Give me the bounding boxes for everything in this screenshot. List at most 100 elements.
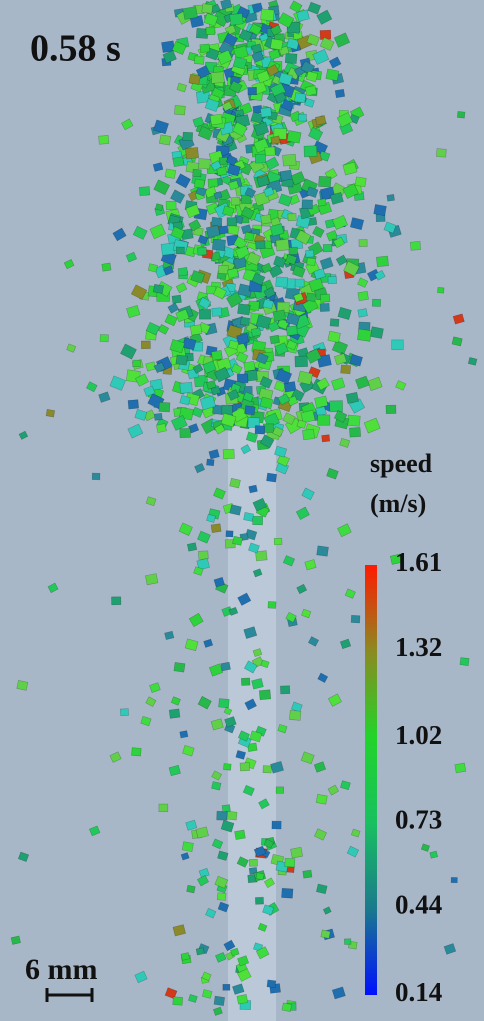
particle xyxy=(250,327,262,337)
particle xyxy=(257,922,268,932)
particle xyxy=(249,730,263,743)
particle xyxy=(270,135,281,145)
particle xyxy=(276,454,290,467)
particle xyxy=(327,693,342,707)
particle xyxy=(210,71,225,84)
particle xyxy=(211,307,223,317)
particle xyxy=(443,943,457,955)
particle xyxy=(185,819,198,831)
particle xyxy=(202,360,217,374)
particle xyxy=(319,303,330,312)
particle xyxy=(302,869,313,879)
particle xyxy=(112,227,127,242)
particle xyxy=(262,904,275,916)
particle xyxy=(244,405,256,416)
particle xyxy=(308,277,325,293)
particle xyxy=(239,762,251,772)
particle xyxy=(140,715,152,727)
particle xyxy=(156,423,167,433)
particle xyxy=(331,339,349,356)
colorbar-title: speed xyxy=(370,449,433,478)
particle xyxy=(355,375,370,390)
particle xyxy=(10,935,21,945)
scale-bar-label: 6 mm xyxy=(25,953,97,986)
particle xyxy=(243,626,258,639)
particle xyxy=(290,171,306,186)
particles xyxy=(10,0,478,1016)
particle xyxy=(263,877,276,889)
particle xyxy=(203,638,214,648)
particle xyxy=(357,277,369,288)
particle xyxy=(255,946,270,960)
particle xyxy=(162,265,175,276)
particle xyxy=(180,952,191,961)
particle xyxy=(272,309,287,322)
particle xyxy=(253,121,270,137)
particle xyxy=(203,12,219,27)
particle xyxy=(223,939,236,952)
particle xyxy=(175,308,190,323)
particle xyxy=(260,107,272,118)
particle xyxy=(119,708,129,717)
particle xyxy=(240,444,252,455)
particle xyxy=(143,385,156,397)
particle xyxy=(197,695,212,710)
particle xyxy=(246,251,262,266)
particle xyxy=(171,294,182,304)
particle xyxy=(198,550,209,560)
particle xyxy=(288,246,298,256)
particle xyxy=(265,63,280,77)
particle xyxy=(221,174,233,186)
particle xyxy=(195,65,211,79)
particle xyxy=(357,328,372,342)
particle xyxy=(101,262,112,272)
particle xyxy=(170,696,181,706)
particle xyxy=(322,906,332,915)
particle xyxy=(153,179,171,196)
particle xyxy=(162,50,177,64)
particle xyxy=(176,82,187,93)
particle xyxy=(270,760,284,774)
particle xyxy=(204,186,218,199)
particle xyxy=(240,206,255,220)
particle xyxy=(225,530,234,538)
particle xyxy=(184,638,199,652)
particle xyxy=(258,689,272,701)
particle xyxy=(242,784,255,797)
particle xyxy=(273,537,283,546)
particle xyxy=(260,214,272,225)
particle xyxy=(342,183,359,199)
particle xyxy=(280,685,291,695)
particle xyxy=(340,364,352,375)
colorbar-tick-label: 0.14 xyxy=(395,977,442,1007)
particle xyxy=(205,26,216,35)
particle xyxy=(226,810,238,821)
particle xyxy=(228,606,239,616)
particle xyxy=(47,582,59,594)
particle xyxy=(305,70,319,83)
particle xyxy=(217,901,230,913)
particle xyxy=(244,698,257,711)
particle xyxy=(281,1002,293,1012)
particle xyxy=(221,804,231,813)
particle xyxy=(86,381,98,393)
particle xyxy=(140,340,151,350)
particle xyxy=(277,723,288,734)
particle xyxy=(244,187,257,199)
particle xyxy=(134,373,150,387)
particle xyxy=(236,333,250,345)
particle xyxy=(201,3,214,14)
particle xyxy=(306,257,316,266)
particle xyxy=(294,92,307,104)
particle xyxy=(420,843,430,852)
particle xyxy=(201,989,213,999)
particle xyxy=(213,487,226,500)
particle xyxy=(16,679,29,691)
particle xyxy=(171,40,187,55)
particle xyxy=(188,612,204,628)
particle xyxy=(180,852,190,861)
particle xyxy=(134,970,148,984)
particle xyxy=(302,297,319,314)
particle xyxy=(304,97,315,108)
particle xyxy=(232,983,245,995)
